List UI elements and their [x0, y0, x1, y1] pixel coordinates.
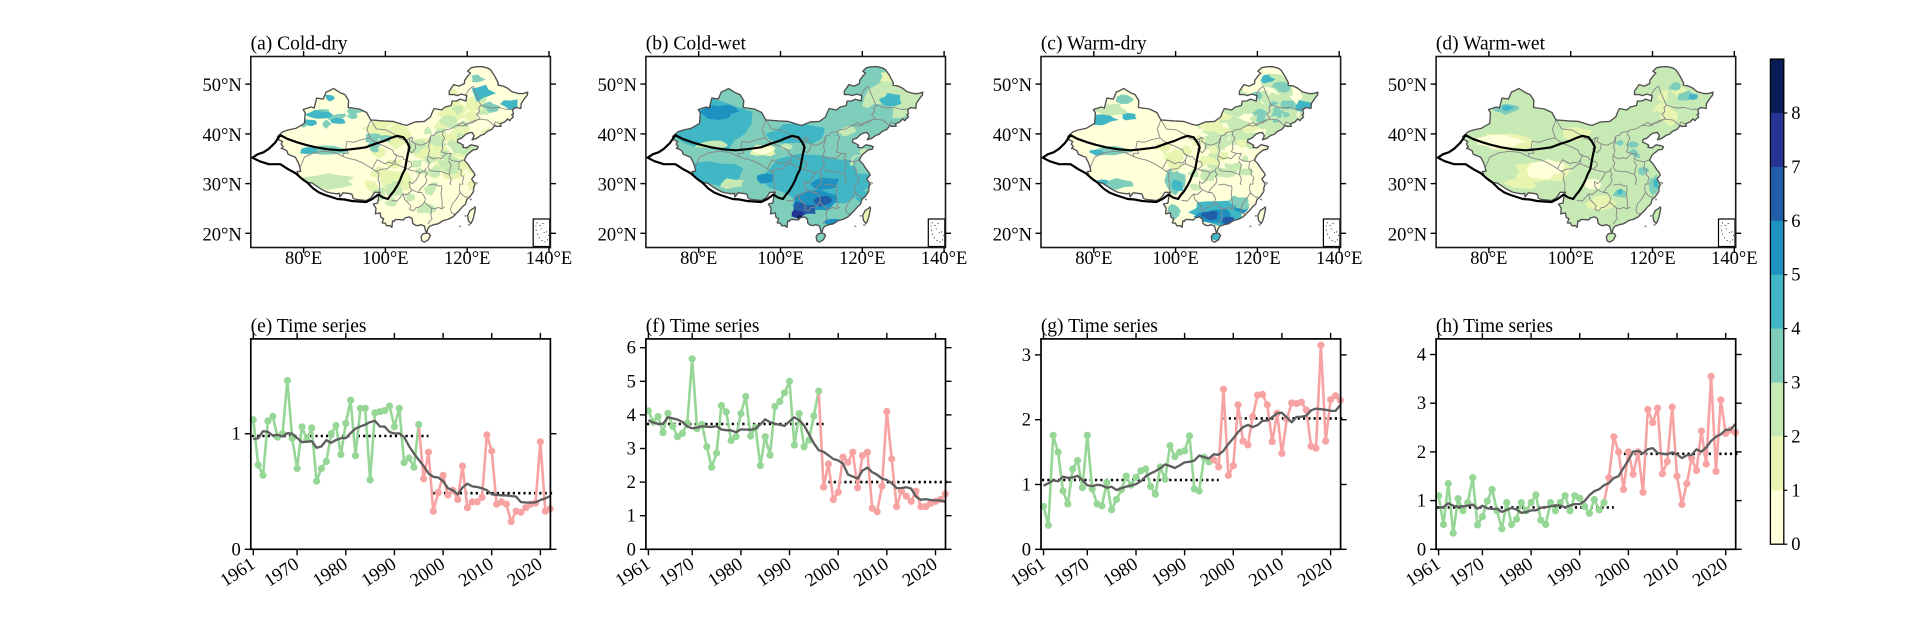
svg-text:1: 1 [1022, 476, 1031, 496]
svg-text:(b) Cold-wet: (b) Cold-wet [646, 34, 747, 55]
svg-text:(e) Time series: (e) Time series [251, 316, 367, 337]
svg-text:120°E: 120°E [1234, 249, 1280, 269]
svg-text:30°N: 30°N [993, 176, 1032, 196]
svg-text:20°N: 20°N [598, 225, 637, 245]
svg-text:140°E: 140°E [1316, 249, 1362, 269]
svg-text:5: 5 [1791, 266, 1800, 286]
svg-text:(g) Time series: (g) Time series [1041, 316, 1158, 337]
svg-text:4: 4 [1791, 320, 1800, 340]
svg-text:30°N: 30°N [203, 176, 242, 196]
svg-text:(c) Warm-dry: (c) Warm-dry [1041, 34, 1147, 55]
svg-text:1: 1 [1791, 481, 1800, 501]
svg-text:120°E: 120°E [1629, 249, 1675, 269]
svg-text:80°E: 80°E [1075, 249, 1112, 269]
svg-text:140°E: 140°E [921, 249, 967, 269]
svg-text:50°N: 50°N [1388, 76, 1427, 96]
svg-text:1: 1 [232, 425, 241, 445]
svg-text:(d) Warm-wet: (d) Warm-wet [1436, 34, 1546, 55]
svg-text:4: 4 [627, 406, 636, 426]
svg-text:4: 4 [1417, 346, 1426, 366]
svg-text:40°N: 40°N [598, 126, 637, 146]
svg-text:30°N: 30°N [1388, 176, 1427, 196]
svg-text:3: 3 [1022, 346, 1031, 366]
svg-text:80°E: 80°E [285, 249, 322, 269]
svg-text:6: 6 [627, 339, 636, 359]
svg-text:120°E: 120°E [839, 249, 885, 269]
svg-text:0: 0 [627, 540, 636, 560]
svg-text:100°E: 100°E [757, 249, 803, 269]
svg-text:20°N: 20°N [1388, 225, 1427, 245]
svg-text:40°N: 40°N [993, 126, 1032, 146]
svg-text:8: 8 [1791, 104, 1800, 124]
svg-text:50°N: 50°N [203, 76, 242, 96]
svg-text:140°E: 140°E [526, 249, 572, 269]
svg-text:30°N: 30°N [598, 176, 637, 196]
svg-text:50°N: 50°N [993, 76, 1032, 96]
svg-text:140°E: 140°E [1711, 249, 1757, 269]
svg-text:7: 7 [1791, 158, 1800, 178]
svg-text:2: 2 [1022, 411, 1031, 431]
svg-text:50°N: 50°N [598, 76, 637, 96]
svg-text:100°E: 100°E [362, 249, 408, 269]
svg-text:40°N: 40°N [203, 126, 242, 146]
svg-text:80°E: 80°E [1470, 249, 1507, 269]
svg-text:2: 2 [1791, 427, 1800, 447]
svg-text:(f) Time series: (f) Time series [646, 316, 760, 337]
svg-text:5: 5 [627, 372, 636, 392]
svg-text:0: 0 [1417, 540, 1426, 560]
svg-text:2: 2 [627, 473, 636, 493]
svg-text:20°N: 20°N [203, 225, 242, 245]
svg-text:40°N: 40°N [1388, 126, 1427, 146]
svg-text:0: 0 [1791, 535, 1800, 555]
svg-text:3: 3 [627, 440, 636, 460]
svg-text:(a) Cold-dry: (a) Cold-dry [251, 34, 348, 55]
svg-text:2: 2 [1417, 443, 1426, 463]
svg-text:3: 3 [1791, 374, 1800, 394]
svg-text:1: 1 [627, 507, 636, 527]
svg-text:(h) Time series: (h) Time series [1436, 316, 1553, 337]
svg-text:100°E: 100°E [1547, 249, 1593, 269]
svg-text:0: 0 [1022, 540, 1031, 560]
svg-text:0: 0 [232, 540, 241, 560]
svg-text:100°E: 100°E [1152, 249, 1198, 269]
svg-text:20°N: 20°N [993, 225, 1032, 245]
svg-text:120°E: 120°E [444, 249, 490, 269]
svg-text:1: 1 [1417, 492, 1426, 512]
svg-text:6: 6 [1791, 212, 1800, 232]
svg-text:80°E: 80°E [680, 249, 717, 269]
svg-text:3: 3 [1417, 394, 1426, 414]
